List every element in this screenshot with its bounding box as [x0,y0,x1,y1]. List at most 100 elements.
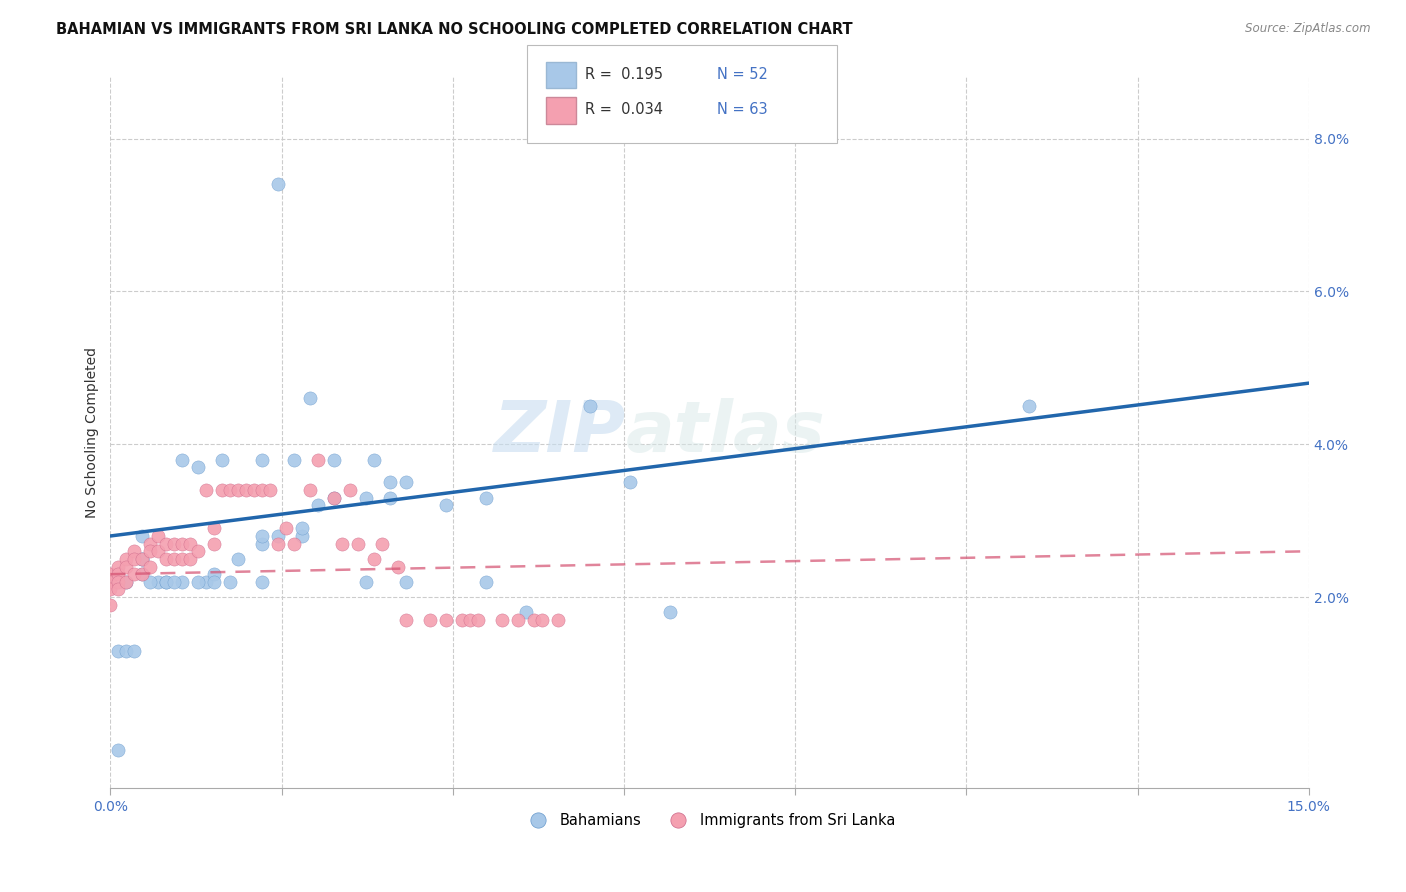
Point [107,582,129,597]
Legend: Bahamians, Immigrants from Sri Lanka: Bahamians, Immigrants from Sri Lanka [517,807,901,834]
Point [395,613,418,627]
Point [354,574,377,589]
Point [107,574,129,589]
Point [307,499,329,513]
Point [172,452,194,467]
Point [387,559,409,574]
Point [267,536,290,550]
Point [195,574,218,589]
Point [139,574,162,589]
Point [124,643,146,657]
Point [155,552,177,566]
Point [131,567,153,582]
Point [202,567,225,582]
Point [115,643,138,657]
Point [100,598,122,612]
Point [172,536,194,550]
Point [107,743,129,757]
Point [219,574,242,589]
Point [395,475,418,490]
Point [323,491,346,505]
Point [267,178,290,192]
Point [235,483,257,497]
Point [1018,399,1040,413]
Point [124,552,146,566]
Point [187,544,209,558]
Text: N = 52: N = 52 [717,67,768,81]
Point [195,483,218,497]
Point [155,574,177,589]
Point [515,606,537,620]
Point [250,529,273,543]
Point [283,452,305,467]
Point [115,574,138,589]
Point [354,491,377,505]
Point [530,613,553,627]
Point [378,475,401,490]
Point [115,559,138,574]
Text: BAHAMIAN VS IMMIGRANTS FROM SRI LANKA NO SCHOOLING COMPLETED CORRELATION CHART: BAHAMIAN VS IMMIGRANTS FROM SRI LANKA NO… [56,22,853,37]
Point [259,483,281,497]
Point [100,567,122,582]
Point [115,574,138,589]
Point [202,521,225,535]
Point [100,574,122,589]
Point [107,567,129,582]
Point [131,552,153,566]
Text: Source: ZipAtlas.com: Source: ZipAtlas.com [1246,22,1371,36]
Text: ZIP: ZIP [494,399,626,467]
Point [467,613,489,627]
Point [339,483,361,497]
Point [491,613,513,627]
Point [330,536,353,550]
Point [148,574,170,589]
Point [371,536,394,550]
Point [163,536,186,550]
Point [250,452,273,467]
Point [250,574,273,589]
Point [115,552,138,566]
Point [458,613,481,627]
Point [523,613,546,627]
Point [131,529,153,543]
Point [100,582,122,597]
Point [299,483,322,497]
Point [107,643,129,657]
Text: N = 63: N = 63 [717,103,768,117]
Point [131,552,153,566]
Point [163,574,186,589]
Point [291,529,314,543]
Point [148,529,170,543]
Point [131,567,153,582]
Point [226,483,249,497]
Point [139,544,162,558]
Point [578,399,600,413]
Point [107,559,129,574]
Point [434,499,457,513]
Text: R =  0.195: R = 0.195 [585,67,662,81]
Point [250,536,273,550]
Point [139,559,162,574]
Point [243,483,266,497]
Point [124,544,146,558]
Point [139,536,162,550]
Point [323,452,346,467]
Point [131,552,153,566]
Point [299,392,322,406]
Point [124,567,146,582]
Point [547,613,569,627]
Point [363,552,385,566]
Y-axis label: No Schooling Completed: No Schooling Completed [86,347,100,518]
Point [250,483,273,497]
Point [347,536,370,550]
Text: R =  0.034: R = 0.034 [585,103,662,117]
Point [202,574,225,589]
Point [179,536,201,550]
Point [155,536,177,550]
Point [291,521,314,535]
Point [363,452,385,467]
Point [163,552,186,566]
Point [211,483,233,497]
Point [148,544,170,558]
Point [419,613,441,627]
